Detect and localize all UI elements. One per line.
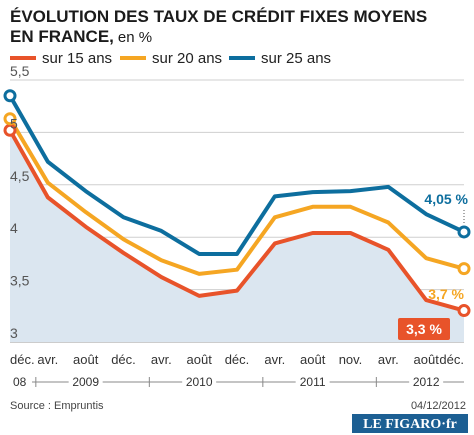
x-tick-label: août (187, 352, 213, 367)
x-tick-label: déc. (10, 352, 35, 367)
start-marker (3, 89, 17, 103)
legend-label-15: sur 15 ans (42, 50, 112, 67)
year-label: 2011 (300, 375, 326, 389)
x-tick-label: déc. (111, 352, 136, 367)
chart-title-country: EN FRANCE, (10, 27, 114, 46)
x-tick-label: déc. (225, 352, 250, 367)
year-label: 2009 (72, 375, 99, 389)
area-layer (10, 130, 464, 342)
figaro-logo: LE FIGARO·fr (363, 417, 457, 432)
line-layer (8, 93, 466, 313)
end-label-20-ans: 3,7 % (428, 286, 464, 302)
end-marker (457, 262, 471, 276)
start-marker (3, 123, 17, 137)
x-tick-label: avr. (378, 352, 399, 367)
x-tick-label: août (73, 352, 99, 367)
x-tick-label: avr. (264, 352, 285, 367)
x-tick-label: avr. (37, 352, 58, 367)
year-axis: 08 2009 2010 2011 2012 (13, 374, 464, 389)
line-20-ans (8, 116, 466, 276)
legend-swatch-15 (10, 56, 36, 60)
x-axis: déc. avr. août déc. avr. août déc. avr. août nov.… (10, 352, 464, 367)
y-axis: 3 3,5 4 4,5 5 5,5 (10, 63, 30, 341)
end-marker (457, 304, 471, 318)
year-label: 2010 (186, 375, 213, 389)
x-tick-label: avr. (151, 352, 172, 367)
legend-label-25: sur 25 ans (261, 50, 331, 67)
y-tick-label: 5 (10, 115, 18, 131)
year-label-bg (68, 374, 103, 388)
area-15-ans (10, 130, 464, 342)
legend-swatch-20 (120, 56, 146, 60)
end-labels: 4,05 % 3,7 % 3,3 % (398, 191, 469, 340)
date-text: 04/12/2012 (411, 400, 466, 412)
logo-box (352, 414, 468, 433)
year-label: 08 (13, 375, 27, 389)
chart-unit: en % (118, 29, 152, 46)
year-label: 2012 (413, 375, 440, 389)
end-label-25-ans: 4,05 % (424, 191, 468, 207)
line-25-ans (8, 93, 466, 256)
chart-title: ÉVOLUTION DES TAUX DE CRÉDIT FIXES MOYEN… (10, 7, 427, 26)
source-text: Source : Empruntis (10, 400, 104, 412)
legend-swatch-25 (229, 56, 255, 60)
y-tick-label: 4 (10, 220, 18, 236)
year-label-bg (295, 374, 330, 388)
x-tick-label: août (414, 352, 440, 367)
y-tick-label: 5,5 (10, 63, 30, 79)
x-tick-label: déc. (439, 352, 464, 367)
line-15-ans (8, 128, 466, 313)
legend: sur 15 ans sur 20 ans sur 25 ans (10, 50, 331, 67)
y-tick-label: 3 (10, 325, 18, 341)
chart-title-line2: EN FRANCE, en % (10, 27, 152, 46)
year-label-bg (182, 374, 217, 388)
end-label-15-box (398, 318, 450, 340)
marker-layer (3, 89, 471, 318)
year-label-bg (409, 374, 444, 388)
x-tick-label: nov. (339, 352, 363, 367)
x-tick-label: août (300, 352, 326, 367)
y-tick-label: 3,5 (10, 273, 30, 289)
start-marker (3, 112, 17, 126)
end-label-15-ans: 3,3 % (406, 321, 442, 337)
end-marker (457, 225, 471, 239)
y-tick-label: 4,5 (10, 168, 30, 184)
legend-label-20: sur 20 ans (152, 50, 222, 67)
